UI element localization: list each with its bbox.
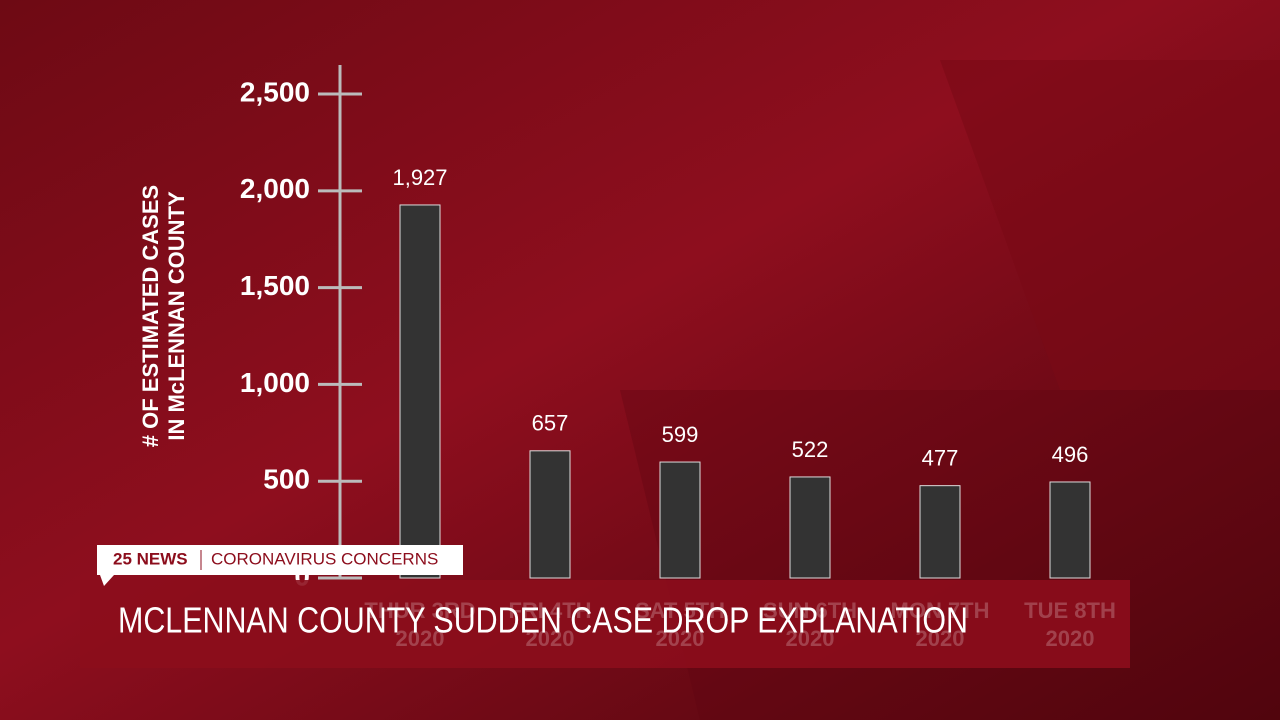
lower-third: MCLENNAN COUNTY SUDDEN CASE DROP EXPLANA… (80, 545, 1130, 668)
topic: CORONAVIRUS CONCERNS (211, 549, 438, 568)
x-tick-label: TUE 8TH 2020 (1024, 598, 1116, 651)
value-label: 496 (1052, 442, 1089, 467)
y-tick-label: 2,000 (240, 173, 310, 204)
y-tick-label: 1,500 (240, 270, 310, 301)
bar (399, 204, 441, 579)
value-label: 657 (532, 411, 569, 436)
y-tick-label: 500 (263, 464, 310, 495)
y-tick-label: 1,000 (240, 367, 310, 398)
x-tick-label: THUR 3RD 2020 (364, 598, 476, 651)
bg-shape (940, 60, 1280, 390)
y-axis-title: IN McLENNAN COUNTY (164, 191, 189, 441)
brand: 25 NEWS (113, 549, 188, 568)
bar (1049, 481, 1091, 579)
value-label: 1,927 (392, 165, 447, 190)
topic-bar (97, 545, 463, 575)
headline-banner (80, 580, 1130, 668)
value-label: 599 (662, 422, 699, 447)
x-tick-label: MON 7TH 2020 (890, 598, 990, 651)
headline: MCLENNAN COUNTY SUDDEN CASE DROP EXPLANA… (118, 600, 968, 641)
bar (529, 450, 571, 579)
y-axis-title: # OF ESTIMATED CASES (138, 185, 163, 447)
x-tick-label: SUN 6TH 2020 (762, 598, 858, 651)
topic-tail (100, 575, 114, 586)
x-tick-label: SAT 5TH 2020 (634, 598, 726, 651)
y-tick-label: 2,500 (240, 76, 310, 107)
value-label: 522 (792, 437, 829, 462)
bar (919, 485, 961, 579)
value-label: 477 (922, 445, 959, 470)
bar (789, 476, 831, 579)
bar (659, 461, 701, 579)
x-tick-label: FRI 4TH 2020 (508, 598, 592, 651)
